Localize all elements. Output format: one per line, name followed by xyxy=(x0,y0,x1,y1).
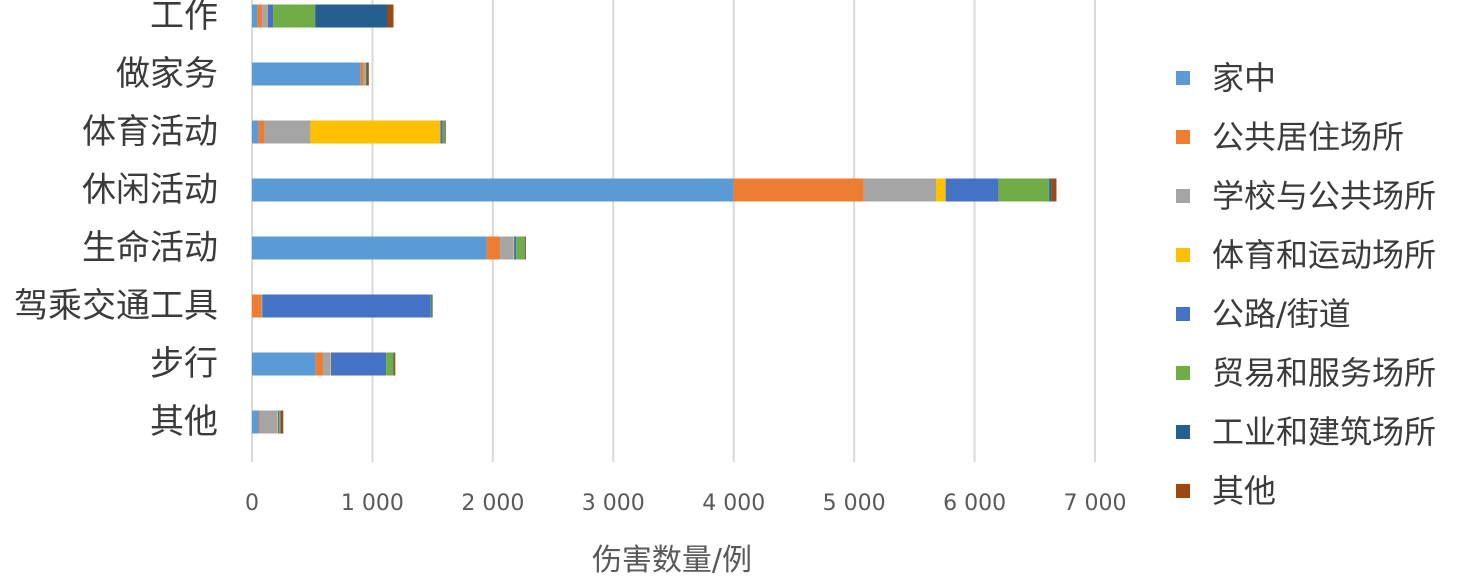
bar-segment xyxy=(279,410,281,434)
bar-segment xyxy=(1051,178,1057,202)
bar-segment xyxy=(252,4,258,28)
bar-segment xyxy=(280,410,284,434)
bar-segment xyxy=(394,352,396,376)
bar-segment xyxy=(252,62,361,86)
bar-segment xyxy=(432,294,433,318)
legend-swatch xyxy=(1176,366,1190,380)
bar-segment xyxy=(330,352,387,376)
category-label: 体育活动 xyxy=(82,112,218,152)
category-label: 其他 xyxy=(150,402,218,442)
bar-segment xyxy=(733,178,864,202)
bar-segment xyxy=(262,294,431,318)
x-tick-label: 2 000 xyxy=(461,491,524,516)
bar-segment xyxy=(366,62,368,86)
x-axis-title: 伤害数量/例 xyxy=(592,543,752,578)
bar-segment xyxy=(525,236,526,260)
bar-segment xyxy=(998,178,1050,202)
category-label: 工作 xyxy=(150,0,218,36)
legend-label: 学校与公共场所 xyxy=(1212,177,1436,215)
bar-segment xyxy=(440,120,443,144)
bar-segment xyxy=(330,352,331,376)
bar-segment xyxy=(936,178,946,202)
legend-swatch xyxy=(1176,425,1190,439)
bar-segment xyxy=(386,352,394,376)
category-label: 生命活动 xyxy=(82,228,218,268)
bar-segment xyxy=(280,410,281,434)
bar-segment xyxy=(259,410,261,434)
bar-segment xyxy=(1049,178,1052,202)
x-tick-label: 0 xyxy=(245,491,259,516)
x-tick-label: 7 000 xyxy=(1064,491,1127,516)
bar-segment xyxy=(513,236,514,260)
bar-segment xyxy=(252,178,734,202)
legend-swatch xyxy=(1176,484,1190,498)
bar-segment xyxy=(513,236,517,260)
legend-label: 体育和运动场所 xyxy=(1212,236,1436,274)
bar-segment xyxy=(516,236,525,260)
x-tick-label: 1 000 xyxy=(341,491,404,516)
x-tick-label: 3 000 xyxy=(582,491,645,516)
bar-segment xyxy=(431,294,433,318)
bar-segment xyxy=(387,4,394,28)
bar-segment xyxy=(500,236,514,260)
bar-segment xyxy=(444,120,446,144)
x-tick-label: 6 000 xyxy=(943,491,1006,516)
legend-label: 贸易和服务场所 xyxy=(1212,354,1436,392)
bar-segment xyxy=(393,352,395,376)
bar-segment xyxy=(264,120,311,144)
bar-segment xyxy=(430,294,432,318)
bar-segment xyxy=(315,352,324,376)
legend-label: 工业和建筑场所 xyxy=(1212,413,1436,451)
category-label: 驾乘交通工具 xyxy=(14,286,218,326)
bar-segment xyxy=(267,4,274,28)
legend-label: 家中 xyxy=(1212,59,1276,97)
bar-segment xyxy=(360,62,364,86)
category-label: 做家务 xyxy=(116,54,218,94)
bar-segment xyxy=(273,4,316,28)
legend-swatch xyxy=(1176,130,1190,144)
bar-segment xyxy=(252,120,259,144)
legend-swatch xyxy=(1176,307,1190,321)
bar-segment xyxy=(252,236,487,260)
legend: 家中公共居住场所学校与公共场所体育和运动场所公路/街道贸易和服务场所工业和建筑场… xyxy=(1176,59,1436,510)
bar-segment xyxy=(277,410,280,434)
category-label: 休闲活动 xyxy=(82,170,218,210)
bar-segment xyxy=(252,294,262,318)
bar-segment xyxy=(442,120,445,144)
legend-swatch xyxy=(1176,71,1190,85)
bar-segment xyxy=(257,4,263,28)
bar-segment xyxy=(315,4,388,28)
bar-segment xyxy=(252,410,260,434)
category-label: 步行 xyxy=(150,344,218,384)
bar-segment xyxy=(367,62,369,86)
bar-segment xyxy=(267,4,268,28)
bar-segment xyxy=(258,120,265,144)
bar-segment xyxy=(277,410,278,434)
bar-segment xyxy=(310,120,441,144)
x-tick-label: 5 000 xyxy=(823,491,886,516)
legend-label: 公路/街道 xyxy=(1212,295,1351,333)
bar-segment xyxy=(945,178,999,202)
bar-segment xyxy=(486,236,501,260)
bar-segment xyxy=(863,178,937,202)
bar-segment xyxy=(260,410,278,434)
legend-swatch xyxy=(1176,248,1190,262)
legend-label: 公共居住场所 xyxy=(1212,118,1404,156)
legend-swatch xyxy=(1176,189,1190,203)
bar-segment xyxy=(365,62,367,86)
bar-segment xyxy=(261,294,263,318)
bar-segment xyxy=(363,62,366,86)
bar-segment xyxy=(262,4,268,28)
bar-segment xyxy=(252,352,316,376)
x-tick-label: 4 000 xyxy=(702,491,765,516)
bar-segment xyxy=(524,236,526,260)
legend-label: 其他 xyxy=(1212,472,1276,510)
bar-segment xyxy=(445,120,446,144)
gridlines xyxy=(251,0,1096,462)
x-tick-labels: 0 1 000 2 000 3 000 4 000 5 000 6 000 7 000 xyxy=(245,491,1126,516)
bars xyxy=(252,4,1057,434)
bar-segment xyxy=(323,352,331,376)
